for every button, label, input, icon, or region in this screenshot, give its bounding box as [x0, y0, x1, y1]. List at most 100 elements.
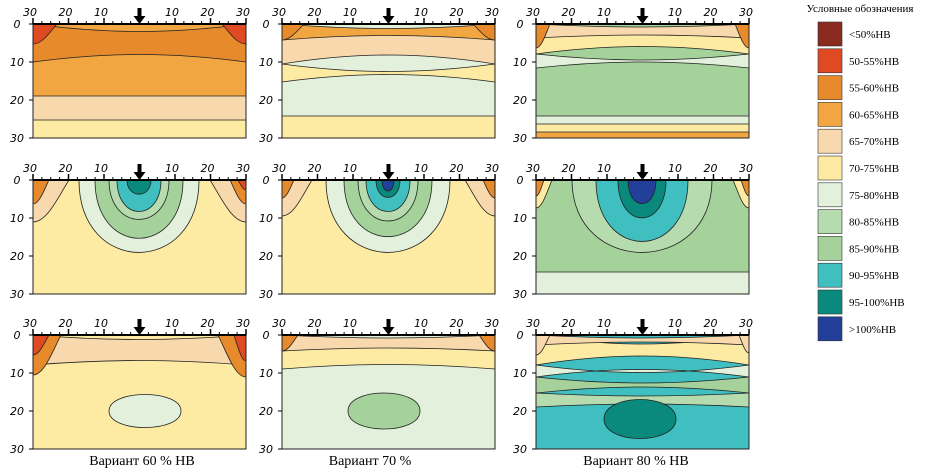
center-arrow-icon	[636, 319, 649, 335]
center-arrow-icon	[382, 319, 395, 335]
x-tick-label: 30	[272, 317, 286, 330]
x-tick-label: 20	[450, 6, 464, 19]
y-tick-label: 30	[513, 443, 527, 456]
y-tick-label: 10	[10, 56, 24, 69]
legend-item: 55-60%НВ	[817, 75, 899, 100]
contour-band	[282, 115, 495, 138]
contour-band	[33, 119, 246, 138]
y-tick-label: 30	[10, 443, 24, 456]
y-tick-label: 30	[10, 288, 24, 301]
x-tick-label: 10	[94, 162, 108, 175]
contour-band	[536, 376, 749, 394]
y-tick-label: 20	[10, 94, 24, 107]
y-tick-label: 20	[10, 250, 24, 263]
legend-item: 50-55%НВ	[817, 48, 899, 74]
center-arrow-icon	[636, 164, 649, 180]
x-tick-label: 10	[414, 162, 428, 175]
y-tick-label: 20	[259, 405, 273, 418]
legend-label: 90-95%НВ	[849, 270, 899, 282]
x-tick-label: 20	[308, 317, 322, 330]
y-tick-label: 0	[263, 18, 270, 31]
legend-label: 55-60%НВ	[849, 83, 899, 95]
x-tick-label: 10	[343, 162, 357, 175]
legend-swatch	[817, 102, 843, 127]
contour-band	[33, 335, 246, 366]
contour-band	[282, 24, 495, 41]
legend-item: 60-65%НВ	[817, 102, 899, 127]
y-tick-label: 0	[14, 174, 21, 187]
x-tick-label: 20	[562, 317, 576, 330]
x-tick-label: 10	[165, 317, 179, 330]
y-tick-label: 10	[259, 56, 273, 69]
legend-label: 70-75%НВ	[849, 163, 899, 175]
y-tick-label: 20	[513, 405, 527, 418]
y-tick-label: 20	[513, 250, 527, 263]
contour-band	[536, 271, 749, 294]
legend-label: 60-65%НВ	[849, 109, 899, 121]
contour-band	[347, 392, 421, 430]
y-tick-label: 0	[263, 174, 270, 187]
y-tick-label: 30	[513, 288, 527, 301]
y-tick-label: 10	[513, 56, 527, 69]
x-tick-label: 30	[236, 6, 250, 19]
x-tick-label: 10	[414, 317, 428, 330]
legend-swatch	[817, 209, 843, 234]
legend-swatch	[817, 48, 843, 74]
legend-swatch	[817, 21, 843, 47]
captions: Вариант 60 % НВ Вариант 70 % Вариант 80 % …	[89, 454, 688, 469]
contour-band	[33, 24, 246, 63]
x-tick-label: 20	[704, 317, 718, 330]
x-tick-label: 20	[562, 6, 576, 19]
x-tick-label: 20	[308, 162, 322, 175]
legend-item: 65-70%НВ	[817, 128, 899, 154]
x-tick-label: 30	[739, 317, 753, 330]
x-tick-label: 10	[597, 317, 611, 330]
center-arrow-icon	[133, 8, 146, 24]
contour-band	[282, 335, 495, 352]
x-tick-label: 10	[343, 317, 357, 330]
y-tick-label: 10	[10, 212, 24, 225]
y-tick-label: 0	[14, 329, 21, 342]
x-tick-label: 30	[23, 6, 37, 19]
contour-band	[603, 399, 677, 439]
y-tick-label: 20	[513, 94, 527, 107]
legend-item: 80-85%НВ	[817, 209, 899, 234]
legend-label: 65-70%НВ	[849, 136, 899, 148]
legend-swatch	[817, 75, 843, 100]
center-arrow-icon	[133, 319, 146, 335]
contour-band	[627, 180, 657, 205]
x-tick-label: 20	[201, 317, 215, 330]
y-tick-label: 10	[513, 212, 527, 225]
legend-swatch	[817, 316, 843, 342]
legend-label: 80-85%НВ	[849, 217, 899, 229]
x-tick-label: 20	[704, 6, 718, 19]
center-arrow-icon	[382, 8, 395, 24]
x-tick-label: 10	[597, 6, 611, 19]
y-tick-label: 10	[10, 367, 24, 380]
x-tick-label: 10	[165, 6, 179, 19]
contour-band	[536, 131, 749, 138]
x-tick-label: 10	[668, 6, 682, 19]
legend-swatch	[817, 182, 843, 208]
x-tick-label: 30	[485, 317, 499, 330]
y-tick-label: 30	[259, 132, 273, 145]
x-tick-label: 30	[23, 317, 37, 330]
x-tick-label: 30	[272, 162, 286, 175]
x-tick-label: 20	[59, 6, 73, 19]
y-tick-label: 0	[517, 174, 524, 187]
y-tick-label: 30	[10, 132, 24, 145]
x-tick-label: 30	[23, 162, 37, 175]
x-tick-label: 20	[450, 317, 464, 330]
x-tick-label: 30	[236, 162, 250, 175]
legend: Условные обозначения <50%НВ 50-55%НВ 55-60%…	[807, 3, 913, 342]
center-arrow-icon	[382, 164, 395, 180]
legend-swatch	[817, 128, 843, 154]
x-tick-label: 20	[201, 162, 215, 175]
x-tick-label: 10	[165, 162, 179, 175]
